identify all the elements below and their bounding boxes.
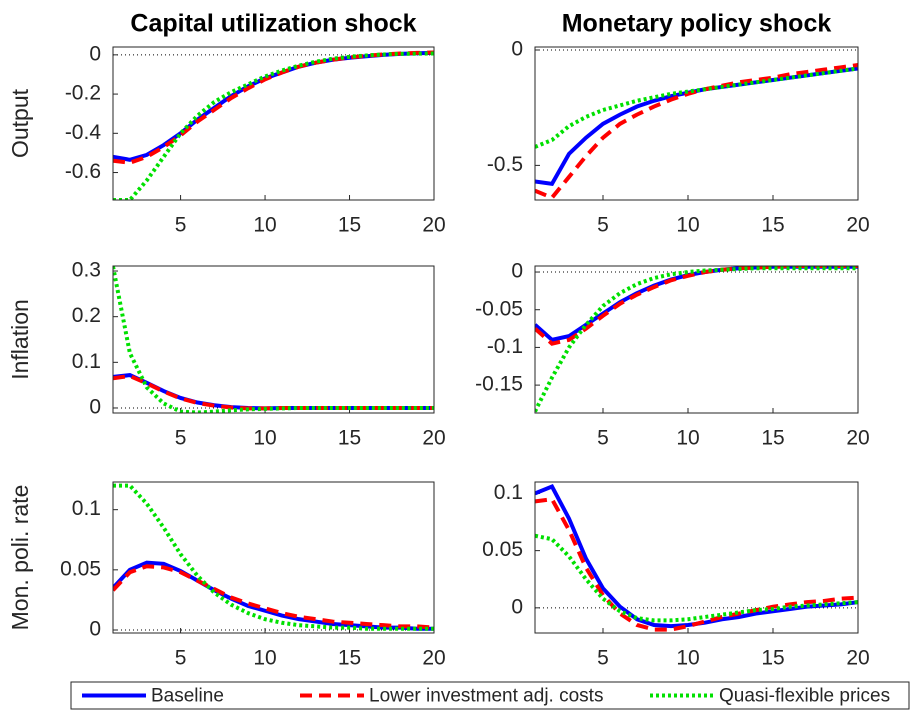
series-line (113, 266, 434, 413)
x-tick-label: 20 (846, 647, 869, 670)
x-tick-label: 15 (761, 427, 784, 450)
x-tick-label: 5 (175, 427, 187, 450)
y-tick-label: -0.6 (65, 160, 101, 183)
axes-box (112, 265, 435, 414)
x-tick-label: 20 (422, 647, 445, 670)
y-tick-label: 0 (511, 260, 523, 283)
axes-box (534, 265, 859, 414)
y-axis-label: Output (7, 88, 33, 158)
y-axis-label: Inflation (7, 299, 33, 380)
x-tick-label: 15 (761, 647, 784, 670)
x-tick-label: 10 (676, 214, 699, 237)
series-line (113, 483, 434, 631)
y-tick-label: 0 (89, 618, 101, 641)
series-line (535, 63, 858, 200)
y-tick-label: 0.1 (72, 350, 101, 373)
x-tick-label: 10 (676, 647, 699, 670)
y-tick-label: -0.5 (487, 153, 523, 176)
y-axis-label: Mon. poli. rate (7, 485, 33, 631)
plot-area (113, 266, 434, 413)
series-line (113, 50, 434, 162)
x-tick-label: 5 (175, 647, 187, 670)
axes-box (112, 481, 435, 634)
x-tick-label: 20 (846, 214, 869, 237)
y-tick-label: -0.05 (475, 297, 523, 320)
series-line (535, 266, 858, 346)
y-tick-label: 0 (89, 42, 101, 65)
series-line (535, 496, 858, 632)
y-tick-label: -0.2 (65, 82, 101, 105)
y-tick-label: 0.05 (60, 557, 101, 580)
legend-box (70, 681, 910, 710)
y-tick-label: 0.05 (482, 538, 523, 561)
y-tick-label: 0 (89, 396, 101, 419)
series-line (113, 373, 434, 411)
x-tick-label: 10 (253, 427, 276, 450)
x-tick-label: 15 (338, 427, 361, 450)
x-tick-label: 15 (338, 647, 361, 670)
x-tick-label: 20 (422, 427, 445, 450)
y-tick-label: -0.1 (487, 335, 523, 358)
legend-label: Baseline (151, 686, 224, 707)
x-tick-label: 5 (597, 427, 609, 450)
x-tick-label: 10 (253, 214, 276, 237)
y-tick-label: 0.2 (72, 304, 101, 327)
legend-label: Quasi-flexible prices (719, 686, 890, 707)
axes-box (534, 46, 859, 201)
x-tick-label: 20 (846, 427, 869, 450)
chart-title: Capital utilization shock (130, 10, 416, 38)
series-line (535, 533, 858, 623)
series-line (113, 560, 434, 631)
x-tick-label: 10 (676, 427, 699, 450)
plot-area (535, 484, 858, 632)
y-tick-label: 0.1 (72, 497, 101, 520)
y-tick-label: 0.1 (494, 481, 523, 504)
series-line (535, 66, 858, 149)
x-tick-label: 20 (422, 214, 445, 237)
y-tick-label: 0 (511, 38, 523, 61)
y-tick-label: 0.3 (72, 259, 101, 282)
y-tick-label: -0.15 (475, 373, 523, 396)
plot-area (535, 266, 858, 413)
series-line (535, 66, 858, 187)
series-line (113, 373, 434, 411)
y-tick-label: 0 (511, 595, 523, 618)
plot-area (535, 63, 858, 200)
axes-box (534, 481, 859, 634)
chart-title: Monetary policy shock (562, 10, 832, 38)
plot-area (113, 50, 434, 200)
x-tick-label: 5 (597, 647, 609, 670)
series-line (113, 564, 434, 630)
x-tick-label: 10 (253, 647, 276, 670)
legend-label: Lower investment adj. costs (369, 686, 603, 707)
series-line (535, 266, 858, 413)
x-tick-label: 15 (338, 214, 361, 237)
x-tick-label: 15 (761, 214, 784, 237)
axes-box (112, 46, 435, 201)
plot-area (113, 483, 434, 631)
x-tick-label: 5 (175, 214, 187, 237)
x-tick-label: 5 (597, 214, 609, 237)
y-tick-label: -0.4 (65, 121, 102, 144)
series-line (113, 50, 434, 165)
series-line (113, 51, 434, 200)
